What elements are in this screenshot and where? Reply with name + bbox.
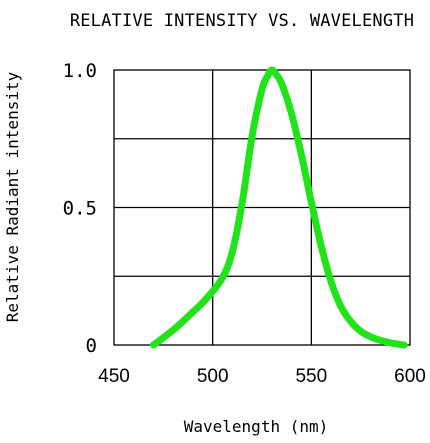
x-tick-label: 600 xyxy=(394,366,426,387)
tick-labels: 0 0.5 1.0 450 500 550 600 xyxy=(63,60,426,387)
plot-grid xyxy=(113,69,411,346)
chart-title: RELATIVE INTENSITY VS. WAVELENGTH xyxy=(70,11,414,31)
y-tick-label: 0 xyxy=(86,335,97,357)
x-tick-label: 450 xyxy=(98,366,130,387)
y-axis-label: Relative Radiant intensity xyxy=(3,71,22,322)
x-tick-label: 550 xyxy=(295,366,327,387)
y-tick-label: 1.0 xyxy=(63,60,97,82)
x-axis-label: Wavelength (nm) xyxy=(184,417,329,436)
series-layer xyxy=(150,66,408,349)
x-tick-label: 500 xyxy=(197,366,229,387)
series-line xyxy=(150,66,408,349)
y-tick-label: 0.5 xyxy=(63,198,97,220)
